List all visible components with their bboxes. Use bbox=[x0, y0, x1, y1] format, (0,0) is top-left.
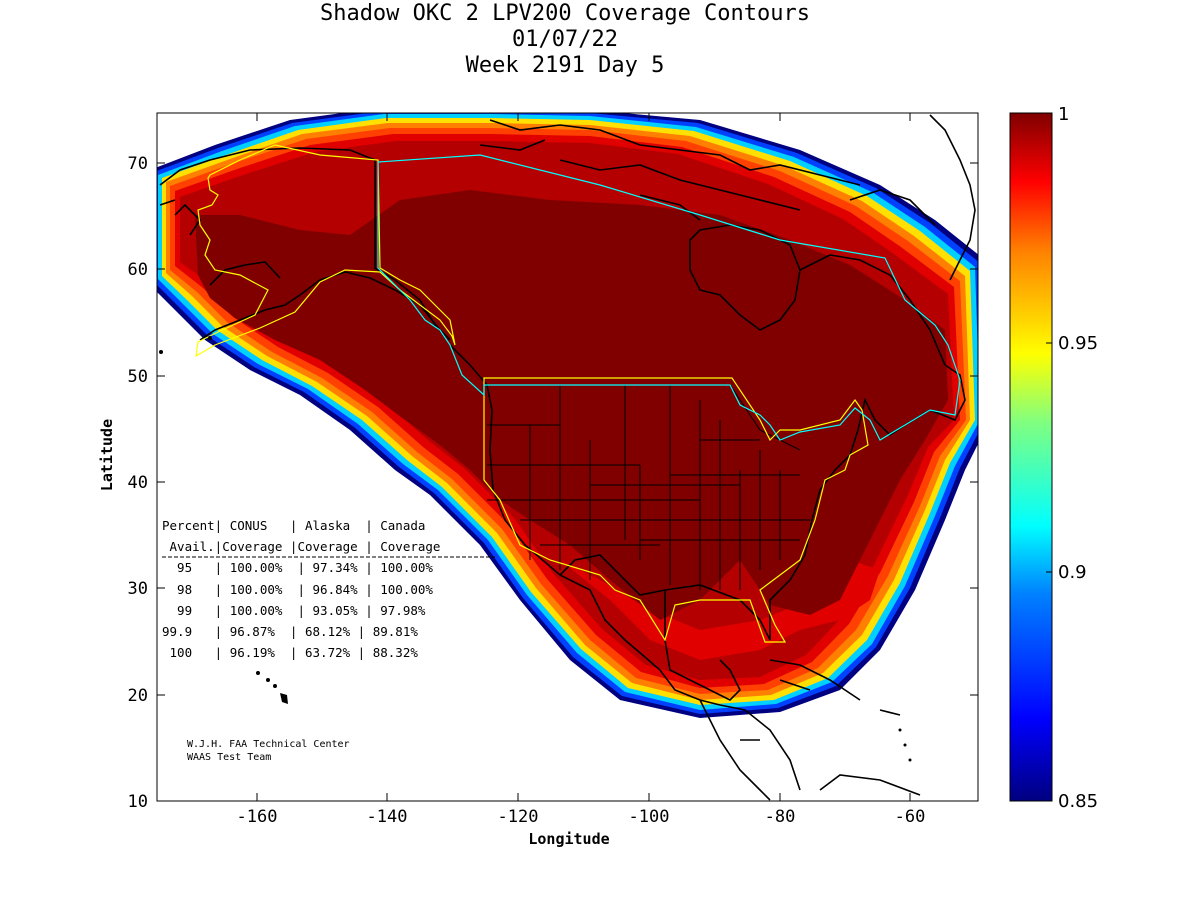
x-axis-title: Longitude bbox=[528, 830, 609, 848]
coast-central-america bbox=[699, 699, 921, 801]
y-tick-label: 70 bbox=[128, 154, 148, 174]
colorbar-label: 0.85 bbox=[1058, 791, 1098, 812]
table-header-row1: Percent| CONUS | Alaska | Canada bbox=[162, 518, 425, 533]
chart-title-week: Week 2191 Day 5 bbox=[465, 53, 665, 78]
colorbar-label: 1 bbox=[1058, 104, 1069, 125]
x-tick-label: -60 bbox=[895, 807, 926, 827]
x-tick-label: -80 bbox=[765, 807, 796, 827]
colorbar bbox=[1009, 112, 1053, 802]
colorbar-label: 0.95 bbox=[1058, 333, 1098, 354]
small-islands bbox=[159, 336, 912, 762]
y-tick-label: 50 bbox=[128, 367, 148, 387]
y-tick-label: 10 bbox=[128, 792, 148, 812]
coast-arctic-islands bbox=[479, 119, 861, 221]
coverage-table: Percent| CONUS | Alaska | Canada Avail.|… bbox=[162, 518, 495, 660]
canada-region-outline bbox=[377, 154, 961, 441]
coastlines bbox=[159, 114, 976, 801]
region-outlines bbox=[195, 144, 961, 643]
table-row: 98 | 100.00% | 96.84% | 100.00% bbox=[162, 582, 433, 597]
coast-caribbean bbox=[769, 659, 901, 716]
table-header-row2: Avail.|Coverage |Coverage | Coverage bbox=[162, 539, 440, 554]
y-tick-label: 40 bbox=[128, 473, 148, 493]
y-tick-label: 60 bbox=[128, 260, 148, 280]
table-row: 99 | 100.00% | 93.05% | 97.98% bbox=[162, 603, 426, 618]
coast-alaska bbox=[159, 147, 451, 341]
x-tick-label: -100 bbox=[629, 807, 670, 827]
chart-title-date: 01/07/22 bbox=[512, 27, 618, 52]
colorbar-ticks bbox=[1046, 342, 1052, 573]
table-row: 95 | 100.00% | 97.34% | 100.00% bbox=[162, 560, 433, 575]
y-tick-label: 20 bbox=[128, 686, 148, 706]
x-tick-label: -140 bbox=[367, 807, 408, 827]
conus-region-outline bbox=[483, 377, 869, 643]
chart-title-line1: Shadow OKC 2 LPV200 Coverage Contours bbox=[319, 1, 811, 26]
x-tick-label: -120 bbox=[498, 807, 539, 827]
coast-greenland bbox=[929, 114, 976, 281]
x-tick-label: -160 bbox=[237, 807, 278, 827]
credit-line1: W.J.H. FAA Technical Center bbox=[187, 739, 350, 750]
y-tick-label: 30 bbox=[128, 579, 148, 599]
coast-pacific-northamerica bbox=[449, 344, 801, 791]
plot-frame bbox=[156, 112, 979, 802]
coast-labrador bbox=[799, 189, 946, 366]
tick-marks bbox=[157, 113, 978, 802]
coverage-contours bbox=[157, 113, 978, 718]
credit-line2: WAAS Test Team bbox=[187, 752, 271, 763]
table-row: 100 | 96.19% | 63.72% | 88.32% bbox=[162, 645, 418, 660]
alaska-region-outline bbox=[195, 144, 456, 358]
coast-mexico-gulf bbox=[664, 590, 741, 701]
colorbar-label: 0.9 bbox=[1058, 562, 1087, 583]
y-axis-title: Latitude bbox=[98, 419, 116, 491]
table-row: 99.9 | 96.87% | 68.12% | 89.81% bbox=[162, 624, 418, 639]
